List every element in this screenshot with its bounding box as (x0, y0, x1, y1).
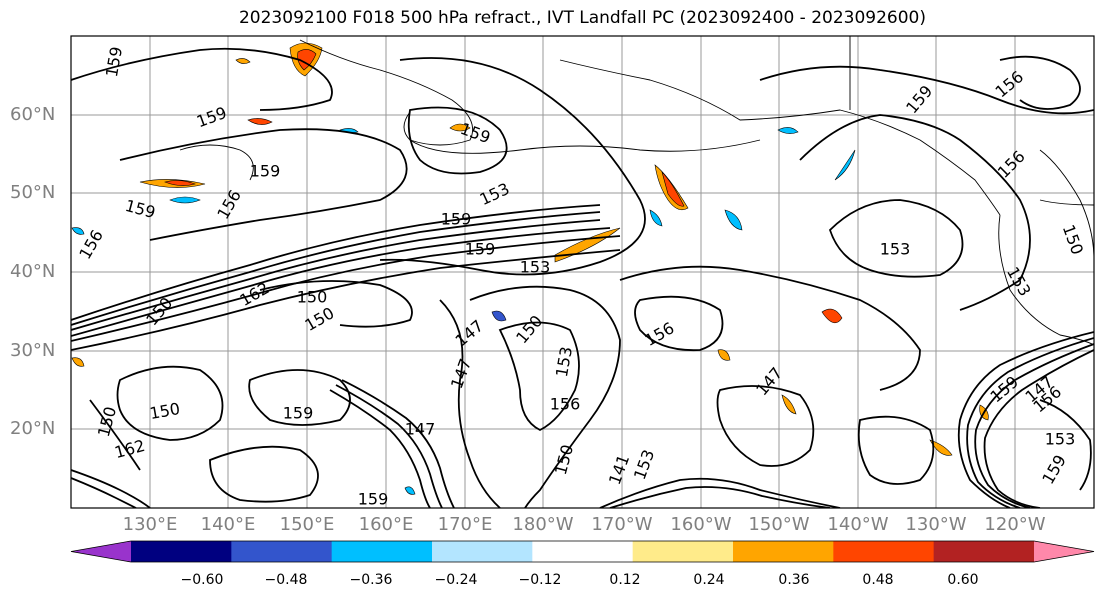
colorbar-outline (70, 540, 1095, 563)
contour-label: 159 (358, 490, 389, 509)
lon-label-130e: 130°E (122, 514, 178, 535)
lon-label-150w: 150°W (748, 514, 810, 535)
anomaly-patches (71, 42, 989, 495)
lon-label-120w: 120°W (984, 514, 1046, 535)
lon-label-180w: 180°W (512, 514, 574, 535)
lon-label-130w: 130°W (905, 514, 967, 535)
colorbar-segment (231, 541, 333, 562)
map-title: 2023092100 F018 500 hPa refract., IVT La… (238, 8, 926, 28)
colorbar-tick: 0.60 (947, 572, 979, 588)
lat-label-20n: 20°N (10, 418, 56, 439)
map-frame (70, 35, 1095, 509)
colorbar-segment (532, 541, 634, 562)
colorbar-tick: 0.36 (778, 572, 810, 588)
colorbar-segment (933, 541, 1035, 562)
colorbar-segment (833, 541, 935, 562)
contour-label: 153 (1045, 430, 1076, 449)
contour-label: 156 (550, 395, 581, 414)
colorbar-segment (632, 541, 734, 562)
lat-label-60n: 60°N (10, 104, 56, 125)
colorbar-tick: 0.12 (609, 572, 641, 588)
colorbar-segment (432, 541, 533, 562)
lon-label-160e: 160°E (358, 514, 414, 535)
colorbar-tick: −0.12 (518, 572, 562, 588)
contour-label: 159 (441, 210, 472, 229)
colorbar-segment (733, 541, 834, 562)
colorbar-segment (331, 541, 433, 562)
colorbar-segment (1034, 541, 1094, 562)
lon-label-170e: 170°E (437, 514, 493, 535)
colorbar-tick: 0.48 (862, 572, 894, 588)
lat-label-50n: 50°N (10, 182, 56, 203)
contour-label: 150 (297, 288, 328, 307)
contours (71, 47, 1094, 508)
colorbar-segments (70, 540, 1095, 563)
contour-label: 159 (283, 404, 314, 423)
colorbar-tick: 0.24 (693, 572, 725, 588)
lon-label-160w: 160°W (670, 514, 732, 535)
lat-label-30n: 30°N (10, 340, 56, 361)
colorbar-tick: −0.24 (434, 572, 478, 588)
colorbar-tick: −0.36 (349, 572, 393, 588)
contour-label: 159 (465, 240, 496, 259)
lon-label-170w: 170°W (591, 514, 653, 535)
colorbar-segment (131, 541, 232, 562)
colorbar-tick: −0.48 (264, 572, 308, 588)
contour-label: 153 (520, 258, 551, 277)
lon-label-150e: 150°E (279, 514, 335, 535)
coastlines (179, 36, 1094, 346)
colorbar-segment (71, 541, 131, 562)
lat-label-40n: 40°N (10, 261, 56, 282)
contour-label: 153 (880, 240, 911, 259)
contour-label: 147 (405, 420, 436, 439)
colorbar-tick: −0.60 (180, 572, 224, 588)
lon-label-140e: 140°E (200, 514, 256, 535)
lon-label-140w: 140°W (827, 514, 889, 535)
contour-label: 159 (250, 162, 281, 181)
